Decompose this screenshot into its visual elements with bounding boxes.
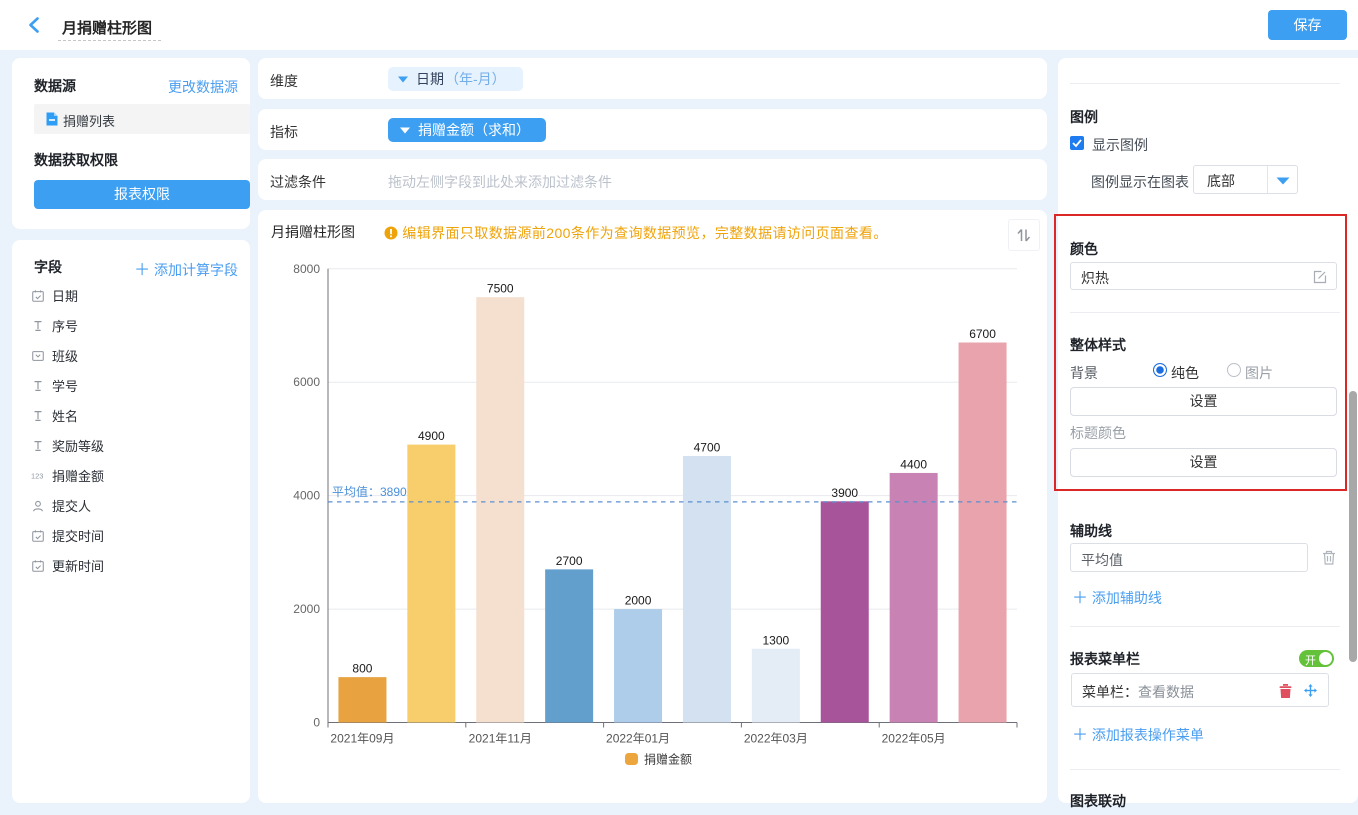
svg-text:2021年09月: 2021年09月	[330, 732, 394, 746]
svg-text:6700: 6700	[969, 327, 996, 341]
svg-text:2022年01月: 2022年01月	[606, 732, 670, 746]
svg-text:4900: 4900	[418, 429, 445, 443]
svg-text:平均值：3890: 平均值：3890	[332, 484, 407, 499]
svg-text:1300: 1300	[762, 633, 789, 647]
svg-text:2022年03月: 2022年03月	[744, 732, 808, 746]
svg-text:2021年11月: 2021年11月	[469, 732, 532, 746]
svg-text:0: 0	[313, 716, 320, 730]
svg-text:6000: 6000	[293, 375, 320, 389]
svg-text:123: 123	[31, 472, 43, 481]
svg-text:4700: 4700	[694, 440, 721, 454]
svg-text:捐赠金额: 捐赠金额	[644, 752, 692, 767]
svg-text:2000: 2000	[625, 594, 652, 608]
svg-text:2022年05月: 2022年05月	[882, 732, 946, 746]
svg-text:7500: 7500	[487, 282, 514, 296]
svg-text:800: 800	[352, 662, 372, 676]
svg-text:2000: 2000	[293, 602, 320, 616]
svg-text:8000: 8000	[293, 262, 320, 276]
svg-text:2700: 2700	[556, 554, 583, 568]
svg-text:4000: 4000	[293, 489, 320, 503]
svg-text:4400: 4400	[900, 457, 927, 471]
svg-text:3900: 3900	[831, 486, 858, 500]
